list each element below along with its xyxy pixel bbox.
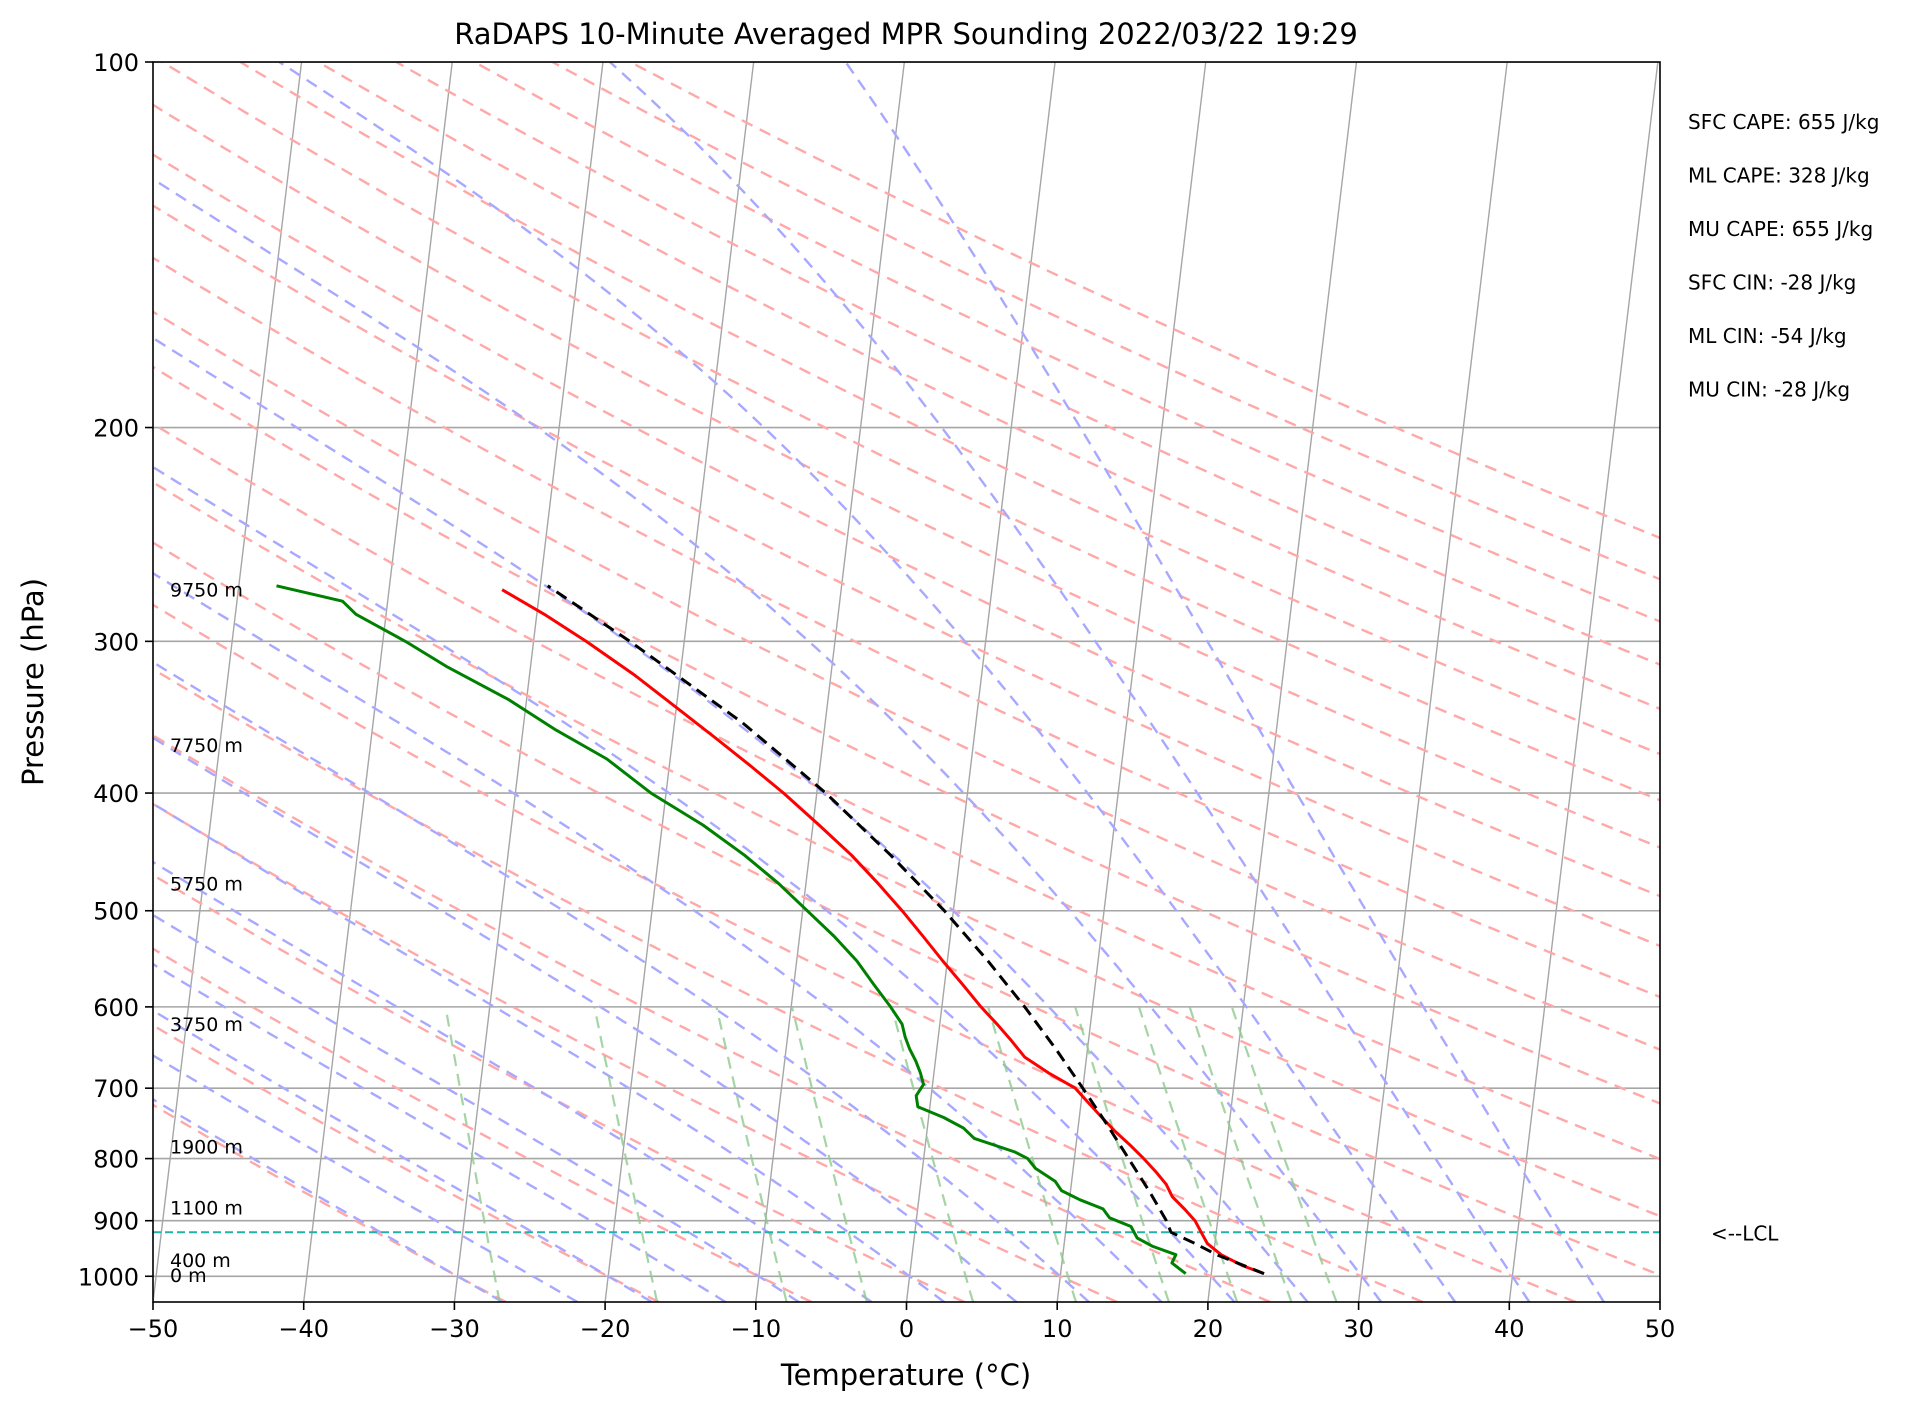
moist-adiabat-line (153, 802, 945, 1302)
y-tick-label: 100 (93, 49, 139, 77)
moist-adiabat-line (153, 336, 1309, 1302)
moist-adiabat-line (153, 962, 727, 1302)
dry-adiabat-line (153, 422, 1660, 1161)
moist-adiabat-line (153, 660, 1090, 1302)
stability-index-label: ML CIN: -54 J/kg (1688, 324, 1847, 348)
isotherm-line (1357, 62, 1508, 1302)
stability-index-label: MU CIN: -28 J/kg (1688, 378, 1850, 402)
dry-adiabat-line (161, 62, 1660, 802)
isotherm-line (1508, 62, 1659, 1302)
x-tick-label: 0 (899, 1315, 914, 1343)
mixing-ratio-line (890, 1006, 975, 1302)
mixing-ratio-line (593, 1006, 659, 1302)
mixing-ratio-line (1230, 1006, 1338, 1302)
dry-adiabat-line (153, 256, 1660, 999)
background-lines (153, 62, 1660, 1302)
mixing-ratio-line (1074, 1006, 1170, 1302)
y-tick-label: 700 (93, 1075, 139, 1103)
height-label: 0 m (170, 1265, 207, 1287)
moist-adiabat-line (153, 913, 800, 1302)
dry-adiabat-line (153, 733, 1271, 1302)
height-label: 5750 m (170, 874, 243, 896)
moist-adiabat-line (153, 571, 1163, 1302)
moist-adiabat-line (278, 62, 1457, 1302)
height-labels: 9750 m 7750 m 5750 m 3750 m 1900 m 1100 m 400 … (170, 580, 243, 1288)
x-tick-label: −40 (278, 1315, 329, 1343)
isotherm-line (604, 62, 755, 1302)
x-tick-label: 40 (1494, 1315, 1525, 1343)
x-tick-label: 50 (1645, 1315, 1676, 1343)
moist-adiabat-line (153, 860, 873, 1302)
dewpoint-series-line (276, 584, 1187, 1275)
isotherm-line (153, 62, 303, 1302)
series-layer (276, 584, 1265, 1276)
isotherm-line (303, 62, 453, 1302)
x-tick-label: 20 (1193, 1315, 1224, 1343)
dry-adiabat-line (153, 1023, 660, 1302)
dry-adiabat-line (153, 103, 1660, 849)
x-tick-label: −10 (730, 1315, 781, 1343)
mixing-ratio-line (987, 1006, 1078, 1302)
x-axis-label: Temperature (°C) (780, 1358, 1031, 1392)
y-tick-label: 400 (93, 780, 139, 808)
height-label: 9750 m (170, 580, 243, 602)
dry-adiabat-line (153, 480, 1660, 1218)
mixing-ratio-line (715, 1006, 788, 1302)
height-label: 1100 m (170, 1198, 243, 1220)
y-tick-label: 1000 (78, 1263, 139, 1291)
stability-index-label: ML CAPE: 328 J/kg (1688, 164, 1870, 188)
x-tick-label: 10 (1042, 1315, 1073, 1343)
height-label: 1900 m (170, 1137, 243, 1159)
y-tick-label: 300 (93, 628, 139, 656)
isotherm-line (905, 62, 1056, 1302)
x-tick-label: −50 (128, 1315, 179, 1343)
mixing-ratio-line (1188, 1006, 1293, 1302)
moist-adiabat-line (153, 465, 1236, 1302)
dry-adiabat-line (153, 204, 1660, 948)
dry-adiabat-line (153, 667, 1424, 1302)
y-tick-label: 800 (93, 1146, 139, 1174)
stability-index-label: SFC CIN: -28 J/kg (1688, 271, 1856, 295)
stability-index-label: MU CAPE: 655 J/kg (1688, 217, 1873, 241)
y-tick-label: 600 (93, 994, 139, 1022)
stability-index-label: SFC CAPE: 655 J/kg (1688, 110, 1879, 134)
dry-adiabat-line (153, 1103, 507, 1302)
dry-adiabat-line (473, 62, 1660, 623)
x-tick-label: 30 (1343, 1315, 1374, 1343)
isotherm-line (755, 62, 906, 1302)
y-tick-label: 500 (93, 898, 139, 926)
moist-adiabat-line (844, 62, 1605, 1302)
mixing-ratio-line (790, 1006, 868, 1302)
height-label: 3750 m (170, 1014, 243, 1036)
y-axis: 100 200 300 400 500 600 700 800 900 1000 (78, 49, 153, 1291)
dry-adiabat-line (153, 802, 1118, 1302)
parcel-series-line (546, 584, 1265, 1275)
dry-adiabat-line (551, 62, 1660, 581)
moist-adiabat-line (609, 62, 1531, 1302)
y-axis-label: Pressure (hPa) (16, 578, 50, 786)
x-tick-label: −30 (429, 1315, 480, 1343)
x-axis: −50 −40 −30 −20 −10 0 10 20 30 40 50 (128, 1302, 1676, 1343)
x-tick-label: −20 (580, 1315, 631, 1343)
y-tick-label: 900 (93, 1208, 139, 1236)
stability-indices: SFC CAPE: 655 J/kg ML CAPE: 328 J/kg MU CA… (1688, 110, 1879, 402)
moist-adiabat-line (153, 177, 1383, 1302)
dry-adiabat-line (153, 365, 1660, 1105)
temperature-series-line (501, 588, 1265, 1276)
isotherm-line (1207, 62, 1358, 1302)
height-label: 7750 m (170, 735, 243, 757)
mixing-ratio-line (444, 1006, 501, 1302)
chart-title: RaDAPS 10-Minute Averaged MPR Sounding 2… (454, 17, 1358, 51)
dry-adiabat-line (153, 603, 1577, 1302)
lcl-label: <--LCL (1711, 1221, 1779, 1245)
dry-adiabat-line (153, 541, 1660, 1277)
y-tick-label: 200 (93, 415, 139, 443)
moist-adiabat-line (153, 1009, 653, 1302)
mixing-ratio-line (1137, 1006, 1239, 1302)
dry-adiabat-line (317, 62, 1660, 711)
height-label: 400 m (170, 1250, 231, 1272)
